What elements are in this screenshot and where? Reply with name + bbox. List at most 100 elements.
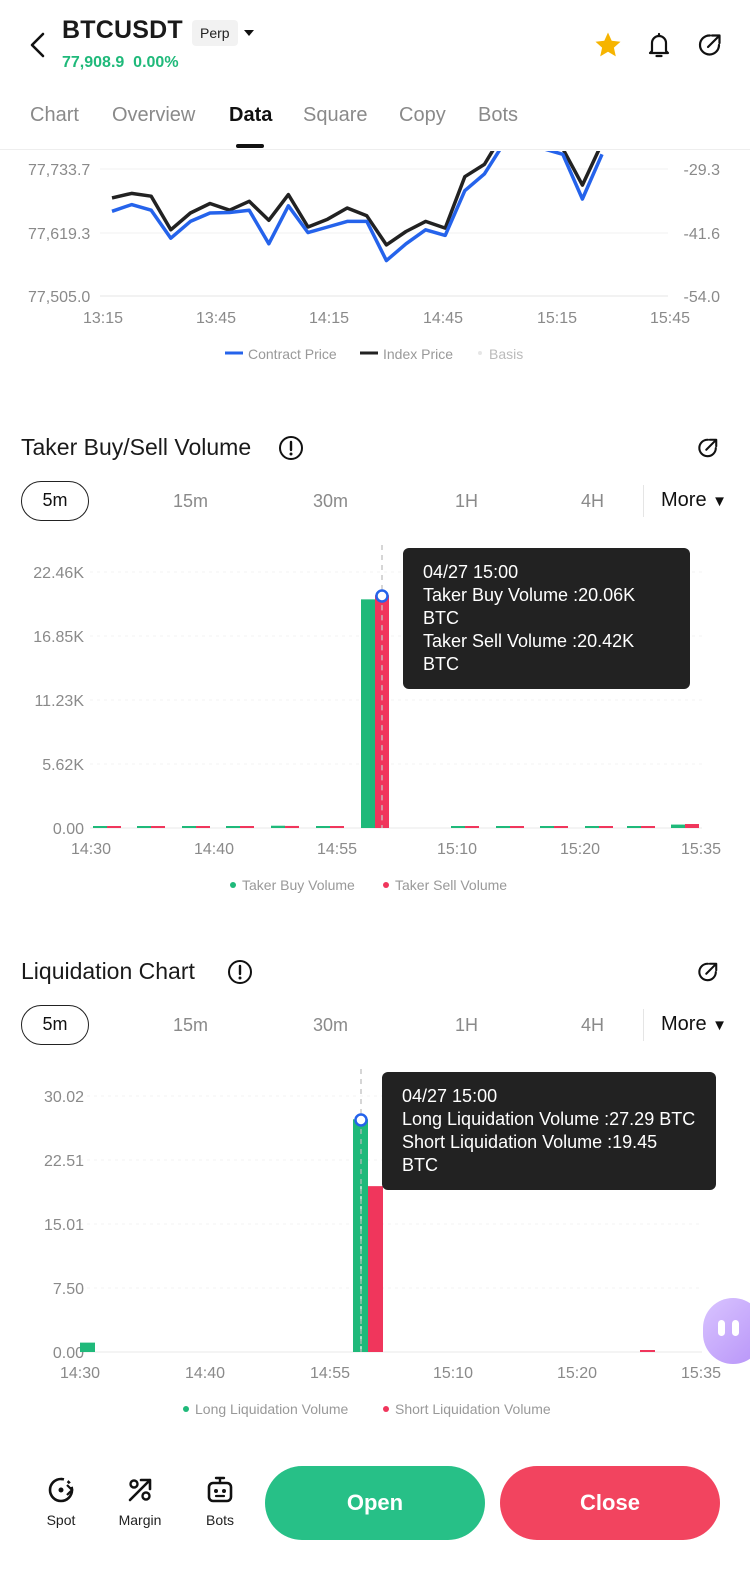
- bots-label: Bots: [205, 1512, 234, 1528]
- basis-x-tick: 13:45: [196, 310, 236, 327]
- interval-5m[interactable]: 5m: [21, 481, 89, 521]
- basis-x-tick: 15:15: [537, 310, 577, 327]
- spot-nav[interactable]: Spot: [31, 1474, 91, 1528]
- change-percent: 0.00%: [133, 54, 179, 71]
- back-arrow-icon[interactable]: [24, 30, 52, 60]
- interval-15m[interactable]: 15m: [173, 491, 209, 511]
- short-liquidation-bar: [368, 1186, 383, 1352]
- interval-30m[interactable]: 30m: [313, 491, 349, 511]
- taker-buy-bar: [361, 599, 375, 828]
- liq-x-tick: 15:10: [433, 1365, 473, 1382]
- bot-eye: [718, 1320, 725, 1336]
- interval-4h[interactable]: 4H: [581, 491, 605, 511]
- taker-sell-bar: [685, 824, 699, 828]
- taker-sell-bar: [151, 826, 165, 828]
- legend-dot-sell: [383, 882, 389, 888]
- bots-nav[interactable]: Bots: [190, 1474, 250, 1528]
- taker-sell-bar: [641, 826, 655, 828]
- basis-left-tick: 77,619.3: [28, 226, 90, 243]
- taker-sell-bar: [285, 825, 299, 828]
- taker-buy-bar: [316, 826, 330, 828]
- liq-x-tick: 14:55: [310, 1365, 350, 1382]
- y-tick-label: 11.23K: [34, 693, 84, 710]
- crosshair-marker: [375, 589, 389, 603]
- taker-sell-bar: [510, 826, 524, 828]
- crosshair-marker: [354, 1113, 368, 1127]
- liquidation-tooltip: 04/27 15:00 Long Liquidation Volume :27.…: [382, 1072, 716, 1190]
- legend-dot-buy: [230, 882, 236, 888]
- taker-sell-bar: [330, 826, 344, 828]
- contract-price-line: [111, 151, 604, 263]
- more-dropdown[interactable]: More ▼: [661, 489, 727, 512]
- taker-buy-bar: [496, 826, 510, 828]
- open-button[interactable]: Open: [265, 1466, 485, 1540]
- share-icon[interactable]: [695, 30, 725, 60]
- assistant-bot-bubble[interactable]: [703, 1298, 750, 1364]
- tooltip-time: 04/27 15:00: [402, 1086, 498, 1106]
- interval-15m[interactable]: 15m: [173, 1015, 209, 1035]
- share-icon[interactable]: [695, 959, 721, 985]
- tooltip-buy: Taker Buy Volume :20.06K BTC: [423, 585, 636, 628]
- liq-x-tick: 14:30: [60, 1365, 100, 1382]
- legend-dot-long: [183, 1406, 189, 1412]
- top-tabs: Chart Overview Data Square Copy Bots: [0, 98, 750, 150]
- interval-1h[interactable]: 1H: [455, 1015, 479, 1035]
- more-dropdown[interactable]: More ▼: [661, 1013, 727, 1036]
- basis-x-tick: 15:45: [650, 310, 690, 327]
- last-price: 77,908.9: [62, 54, 125, 71]
- info-icon[interactable]: [278, 435, 304, 461]
- legend-swatch-basis: [478, 351, 482, 355]
- y-tick-label: 22.46K: [33, 565, 84, 582]
- share-icon[interactable]: [695, 435, 721, 461]
- divider: [643, 485, 644, 517]
- chevron-down-icon[interactable]: [243, 28, 255, 38]
- perp-badge[interactable]: Perp: [192, 20, 238, 46]
- symbol-title[interactable]: BTCUSDT: [62, 16, 183, 44]
- bot-icon: [207, 1476, 233, 1503]
- taker-title: Taker Buy/Sell Volume: [21, 434, 252, 460]
- interval-4h[interactable]: 4H: [581, 1015, 605, 1035]
- interval-5m[interactable]: 5m: [21, 1005, 89, 1045]
- interval-30m[interactable]: 30m: [313, 1015, 349, 1035]
- legend-index-price: Index Price: [383, 346, 453, 362]
- y-tick-label: 16.85K: [33, 629, 84, 646]
- taker-x-tick: 15:35: [681, 841, 721, 858]
- y-tick-label: 7.50: [53, 1281, 84, 1298]
- taker-buy-bar: [93, 826, 107, 828]
- tab-data[interactable]: Data: [229, 104, 273, 126]
- y-tick-label: 5.62K: [42, 757, 84, 774]
- price-change: 77,908.9 0.00%: [62, 54, 179, 72]
- margin-label: Margin: [118, 1512, 162, 1528]
- taker-buy-bar: [137, 826, 151, 828]
- legend-taker-buy: Taker Buy Volume: [242, 877, 355, 893]
- basis-x-tick: 13:15: [83, 310, 123, 327]
- tab-overview[interactable]: Overview: [112, 104, 196, 126]
- taker-buy-bar: [627, 826, 641, 828]
- legend-contract-price: Contract Price: [248, 346, 337, 362]
- taker-buy-bar: [182, 826, 196, 828]
- taker-buy-bar: [271, 825, 285, 828]
- legend-dot-short: [383, 1406, 389, 1412]
- tab-copy[interactable]: Copy: [399, 104, 446, 126]
- interval-1h[interactable]: 1H: [455, 491, 479, 511]
- basis-chart[interactable]: 77,733.7 77,619.3 77,505.0 -29.3 -41.6 -…: [0, 151, 750, 381]
- taker-buy-bar: [226, 826, 240, 828]
- caret-down-icon: ▼: [712, 1017, 727, 1034]
- legend-basis: Basis: [489, 346, 523, 362]
- divider: [643, 1009, 644, 1041]
- tab-square[interactable]: Square: [303, 104, 368, 126]
- star-icon[interactable]: [593, 30, 623, 60]
- bell-icon[interactable]: [644, 30, 674, 60]
- tab-bots[interactable]: Bots: [478, 104, 519, 126]
- y-tick-label: 0.00: [53, 821, 84, 838]
- margin-nav[interactable]: Margin: [110, 1474, 170, 1528]
- info-icon[interactable]: [227, 959, 253, 985]
- basis-x-tick: 14:15: [309, 310, 349, 327]
- tab-chart[interactable]: Chart: [30, 104, 79, 126]
- liq-x-tick: 15:35: [681, 1365, 721, 1382]
- close-button[interactable]: Close: [500, 1466, 720, 1540]
- basis-right-tick: -41.6: [684, 226, 721, 243]
- liquidation-chart[interactable]: 30.02 22.51 15.01 7.50 0.00 14:30 14:40 14:5…: [0, 1064, 750, 1424]
- liquidation-interval-tabs: 5m 15m 30m 1H 4H More ▼: [0, 1005, 750, 1047]
